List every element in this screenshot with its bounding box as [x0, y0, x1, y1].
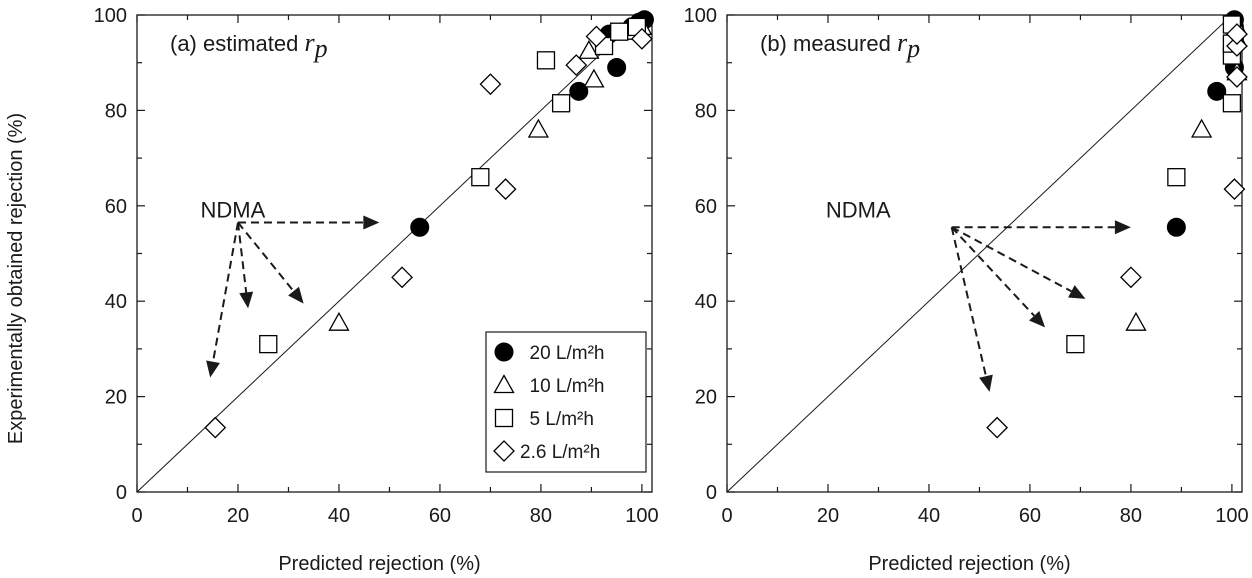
ndma-arrow: [951, 226, 1086, 299]
y-tick-label: 100: [684, 5, 717, 27]
data-point: [583, 68, 605, 88]
legend-label: 20 L/m²h: [520, 343, 604, 364]
data-point: [1120, 266, 1142, 289]
x-tick-label: 40: [328, 505, 350, 527]
data-point: [1226, 35, 1248, 57]
x-tick-label: 40: [918, 505, 940, 527]
legend-label: 2.6 L/m²h: [520, 442, 600, 463]
y-tick-label: 20: [105, 387, 127, 409]
data-point: [204, 416, 227, 439]
data-point: [986, 416, 1009, 439]
plot-frame: [726, 14, 1243, 493]
x-tick-label: 60: [1019, 505, 1041, 527]
data-point: [1226, 23, 1248, 45]
legend-label: 10 L/m²h: [520, 376, 604, 397]
y-tick-label: 80: [695, 100, 717, 122]
x-tick-label: 20: [227, 505, 249, 527]
x-tick-label: 60: [429, 505, 451, 527]
data-point: [536, 51, 556, 70]
ndma-arrow: [206, 222, 239, 378]
data-point: [569, 81, 589, 101]
data-point: [1167, 168, 1186, 187]
x-axis-label: Predicted rejection (%): [868, 553, 1070, 575]
data-point: [1223, 178, 1246, 201]
x-tick-label: 100: [1215, 505, 1248, 527]
data-point: [471, 168, 490, 187]
series-circle-filled: [410, 10, 654, 237]
series-square-open: [1066, 15, 1242, 354]
x-tick-label: 80: [1120, 505, 1142, 527]
panel-a: 0 20 40 60 80 100 0 20 40 60 80 100 Predicted reject…: [5, 5, 659, 575]
panel-title: (a) estimated rp: [170, 28, 328, 63]
x-tick-label: 80: [530, 505, 552, 527]
ndma-annotation: NDMA: [826, 198, 891, 223]
y-tick-label: 100: [94, 5, 127, 27]
legend: 20 L/m²h 10 L/m²h 5 L/m²h 2.6 L/m²h: [485, 331, 647, 473]
data-point: [1190, 118, 1213, 138]
data-point: [1166, 217, 1186, 237]
ndma-annotation: NDMA: [201, 198, 266, 223]
data-point: [607, 57, 627, 77]
ndma-arrow: [950, 227, 993, 392]
x-tick-label: 20: [817, 505, 839, 527]
data-point: [630, 27, 653, 50]
legend-marker: [493, 374, 515, 394]
y-tick-label: 0: [116, 482, 127, 504]
data-point: [565, 54, 588, 77]
legend-marker: [494, 342, 514, 362]
y-axis-label: Experimentally obtained rejection (%): [5, 113, 27, 444]
series-diamond-open: [204, 25, 653, 439]
y-tick-label: 40: [105, 291, 127, 313]
legend-marker: [493, 440, 515, 462]
data-point: [578, 39, 600, 59]
panel-b: 0 20 40 60 80 100 0 20 40 60 80 100 Predicted reject…: [684, 5, 1249, 575]
x-axis-label: Predicted rejection (%): [278, 553, 480, 575]
series-diamond-open: [986, 23, 1248, 439]
data-point: [1222, 94, 1242, 113]
y-tick-label: 0: [706, 482, 717, 504]
x-tick-label: 0: [721, 505, 732, 527]
series-triangle-open: [328, 16, 653, 331]
identity-line: [727, 15, 1233, 492]
data-point: [1226, 66, 1248, 88]
data-point: [527, 118, 550, 138]
data-point: [1125, 311, 1147, 331]
data-point: [479, 73, 502, 96]
data-point: [410, 217, 430, 237]
x-tick-label: 0: [131, 505, 142, 527]
data-point: [610, 22, 629, 41]
ndma-arrow: [950, 226, 1046, 328]
legend-label: 5 L/m²h: [520, 409, 594, 430]
data-point: [1207, 81, 1227, 101]
ndma-arrow: [237, 221, 304, 304]
data-point: [494, 178, 517, 201]
y-tick-label: 40: [695, 291, 717, 313]
x-tick-label: 100: [625, 505, 658, 527]
ndma-arrow: [237, 215, 380, 230]
panel-title: (b) measured rp: [760, 28, 920, 63]
ndma-arrow: [951, 220, 1131, 235]
y-tick-label: 80: [105, 100, 127, 122]
data-point: [328, 311, 350, 331]
data-point: [1066, 334, 1085, 354]
ndma-arrow: [236, 222, 254, 309]
y-tick-label: 60: [105, 196, 127, 218]
data-point: [551, 94, 571, 113]
legend-marker: [494, 408, 514, 428]
series-square-open: [259, 17, 647, 354]
data-point: [585, 25, 608, 48]
y-tick-label: 20: [695, 387, 717, 409]
data-point: [391, 266, 413, 289]
y-tick-label: 60: [695, 196, 717, 218]
data-point: [259, 334, 278, 354]
